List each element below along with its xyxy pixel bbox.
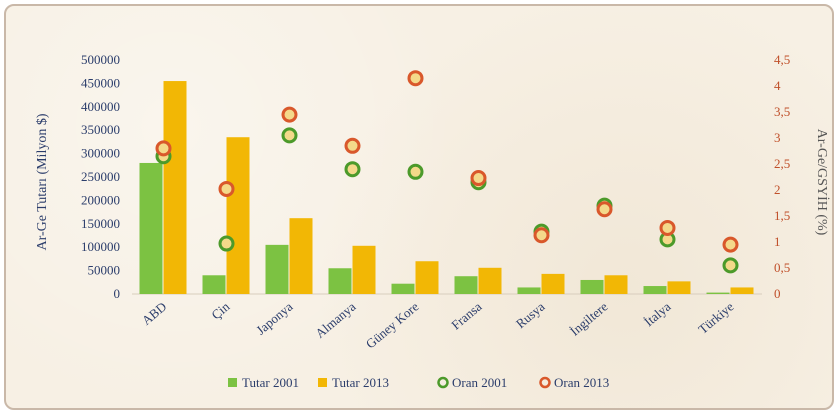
bar-tutar-2001 [391,283,415,294]
marker-oran-2001 [344,161,361,178]
marker-oran-2013 [218,180,235,197]
bar-tutar-2001 [580,279,604,294]
legend-label: Tutar 2001 [242,375,299,390]
marker-oran-2013 [659,219,676,236]
bar-tutar-2013 [730,287,754,294]
y-right-tick-label: 4,5 [774,52,790,67]
legend: Tutar 2001 Tutar 2013 Oran 2001 Oran 2013 [228,375,609,390]
marker-oran-2013 [281,106,298,123]
y-left-tick-label: 200000 [81,192,120,207]
bar-tutar-2013 [415,261,439,294]
legend-swatch [437,376,449,389]
bar-tutar-2001 [202,275,226,294]
category-label: Japonya [253,299,295,338]
y-right-tick-label: 0,5 [774,260,790,275]
y-left-tick-label: 250000 [81,169,120,184]
bar-tutar-2013 [667,281,691,294]
marker-oran-2013 [407,70,424,87]
y-right-tick-label: 2,5 [774,156,790,171]
y-left-tick-label: 50000 [88,263,121,278]
category-label: Çin [208,298,232,322]
y-right-tick-label: 3 [774,130,781,145]
marker-oran-2013 [470,170,487,187]
bar-tutar-2013 [289,218,313,294]
y-left-tick-label: 100000 [81,239,120,254]
bar-tutar-2013 [163,81,187,294]
y-left-tick-label: 300000 [81,146,120,161]
legend-swatch [228,378,237,387]
legend-swatch [318,378,327,387]
bars [139,81,754,294]
category-label: Fransa [448,299,484,333]
y-left-tick-label: 400000 [81,99,120,114]
marker-oran-2013 [533,227,550,244]
category-label: Güney Kore [363,299,422,352]
markers [155,70,739,274]
y-right-tick-label: 0 [774,286,781,301]
bar-tutar-2001 [265,244,289,294]
bar-tutar-2001 [706,292,730,294]
y-left-tick-label: 500000 [81,52,120,67]
marker-oran-2001 [407,163,424,180]
y-right-tick-label: 2 [774,182,781,197]
bar-tutar-2013 [226,137,250,294]
y-right-tick-label: 3,5 [774,104,790,119]
bar-tutar-2001 [517,287,541,294]
y-left-tick-label: 450000 [81,75,120,90]
bar-tutar-2013 [541,273,565,294]
category-label: Rusya [513,299,548,332]
bar-tutar-2001 [139,162,163,294]
right-axis: 0 0,5 1 1,5 2 2,5 3 3,5 4 4,5 [774,52,790,301]
category-label: Almanya [312,299,358,341]
bar-tutar-2001 [643,286,667,294]
y-axis-left-label: Ar-Ge Tutarı (Milyon $) [35,113,50,250]
marker-oran-2001 [281,127,298,144]
y-right-tick-label: 4 [774,78,781,93]
y-right-tick-label: 1 [774,234,781,249]
category-labels: ABD Çin Japonya Almanya Güney Kore Fransa Rusy… [139,298,737,351]
category-label: İtalya [641,299,673,330]
marker-oran-2013 [344,137,361,154]
marker-oran-2013 [155,140,172,157]
marker-oran-2013 [722,236,739,253]
y-left-tick-label: 0 [114,286,121,301]
y-left-tick-label: 350000 [81,122,120,137]
bar-tutar-2013 [352,245,376,294]
category-label: İngiltere [567,299,611,339]
legend-label: Oran 2013 [554,375,609,390]
legend-label: Tutar 2013 [332,375,389,390]
marker-oran-2013 [596,201,613,218]
bar-tutar-2001 [328,268,352,294]
category-label: Türkiye [695,299,736,337]
bar-tutar-2013 [478,267,502,294]
y-left-tick-label: 150000 [81,216,120,231]
legend-swatch [539,376,551,389]
legend-label: Oran 2001 [452,375,507,390]
category-label: ABD [139,299,170,328]
bar-tutar-2013 [604,275,628,294]
y-axis-right-label: Ar-Ge/GSYİH (%) [814,129,830,236]
marker-oran-2001 [722,257,739,274]
marker-oran-2001 [218,235,235,252]
y-right-tick-label: 1,5 [774,208,790,223]
bar-tutar-2001 [454,276,478,294]
